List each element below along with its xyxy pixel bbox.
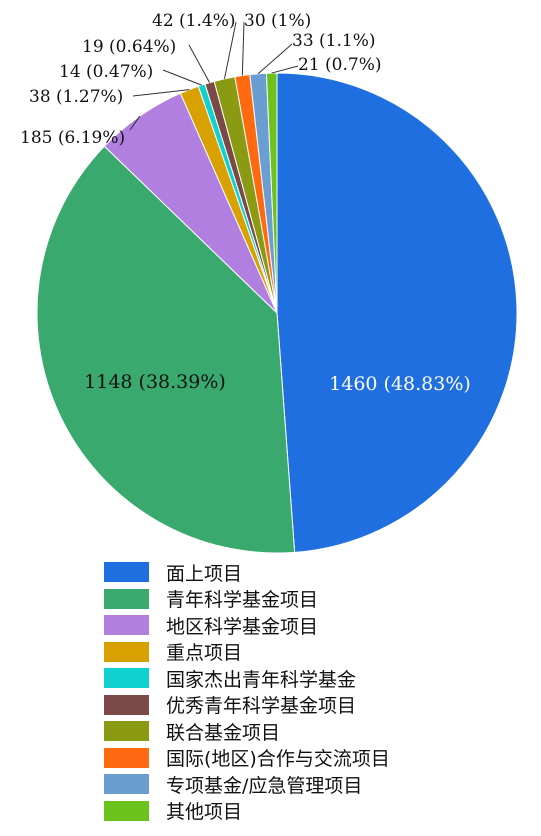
data-label: 1148 (38.39%): [84, 371, 226, 393]
legend-item: 青年科学基金项目: [104, 586, 390, 613]
legend-label: 地区科学基金项目: [166, 615, 319, 638]
pie-slice: [36, 145, 296, 554]
legend-label: 优秀青年科学基金项目: [166, 695, 357, 718]
legend-label: 青年科学基金项目: [166, 589, 319, 612]
legend-label: 国家杰出青年科学基金: [166, 668, 357, 691]
legend-label: 面上项目: [166, 562, 243, 585]
data-label: 14 (0.47%): [59, 62, 153, 82]
legend-label: 重点项目: [166, 642, 243, 665]
legend-label: 专项基金/应急管理项目: [166, 774, 363, 797]
leader-line: [241, 21, 245, 76]
legend-swatch: [104, 747, 149, 768]
legend-swatch: [104, 694, 149, 715]
legend-swatch: [104, 774, 149, 795]
legend: 面上项目 青年科学基金项目 地区科学基金项目 重点项目 国家杰出青年科学基金 优…: [104, 559, 390, 824]
data-label: 185 (6.19%): [20, 128, 125, 148]
legend-swatch: [104, 668, 149, 689]
legend-item: 联合基金项目: [104, 718, 390, 745]
data-label: 38 (1.27%): [29, 87, 123, 107]
legend-swatch: [104, 615, 149, 636]
legend-item: 重点项目: [104, 639, 390, 666]
data-label: 30 (1%): [244, 11, 311, 31]
data-label: 33 (1.1%): [292, 31, 376, 51]
leader-line: [257, 43, 293, 75]
leader-line: [162, 69, 202, 86]
pie-slice: [265, 72, 278, 314]
data-label: 1460 (48.83%): [329, 373, 471, 395]
legend-label: 国际(地区)合作与交流项目: [166, 748, 390, 771]
leader-line: [129, 115, 141, 131]
pie-slice: [276, 72, 518, 553]
legend-item: 优秀青年科学基金项目: [104, 692, 390, 719]
legend-swatch: [104, 588, 149, 609]
legend-item: 面上项目: [104, 559, 390, 586]
leader-line: [132, 89, 190, 97]
legend-swatch: [104, 721, 149, 742]
data-label: 21 (0.7%): [298, 55, 382, 75]
data-label: 19 (0.64%): [82, 37, 176, 57]
legend-item: 国际(地区)合作与交流项目: [104, 745, 390, 772]
legend-label: 联合基金项目: [166, 721, 281, 744]
legend-swatch: [104, 562, 149, 583]
data-label: 42 (1.4%): [152, 11, 236, 31]
leader-line: [271, 65, 299, 74]
leader-line: [188, 44, 211, 83]
legend-item: 专项基金/应急管理项目: [104, 771, 390, 798]
legend-item: 其他项目: [104, 798, 390, 825]
legend-label: 其他项目: [166, 801, 243, 824]
legend-item: 国家杰出青年科学基金: [104, 665, 390, 692]
legend-swatch: [104, 641, 149, 662]
legend-swatch: [104, 800, 149, 821]
legend-item: 地区科学基金项目: [104, 612, 390, 639]
leader-line: [223, 21, 237, 79]
